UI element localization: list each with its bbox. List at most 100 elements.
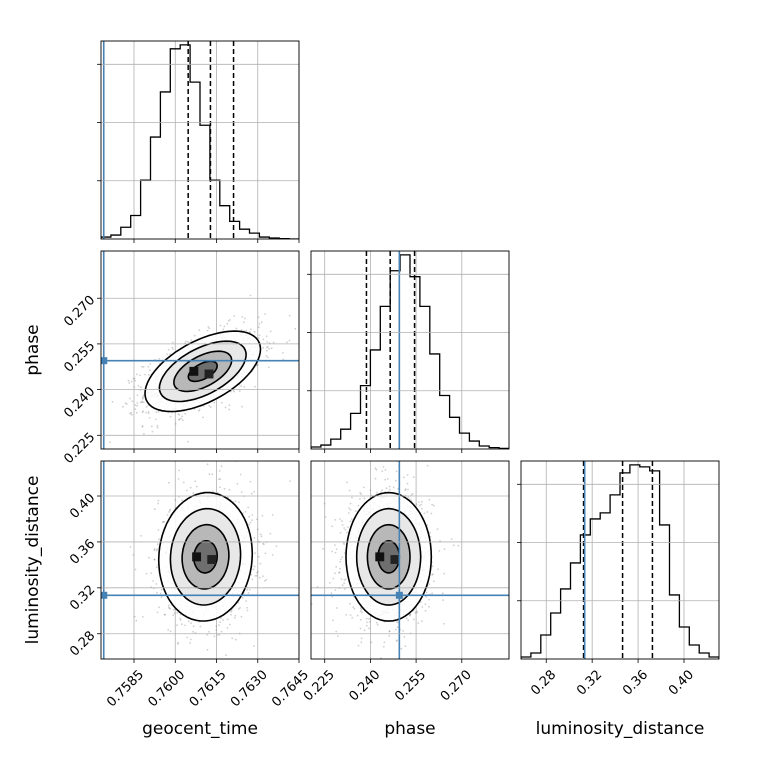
sample-point	[425, 591, 428, 594]
sample-point	[208, 327, 211, 330]
sample-point	[133, 386, 136, 388]
sample-point	[234, 638, 237, 641]
sample-point	[198, 408, 201, 411]
panel-geocent_time-phase: 0.225 0.240 0.255 0.270	[61, 250, 300, 467]
sample-point	[411, 492, 414, 495]
sample-point	[406, 474, 409, 476]
sample-point	[257, 337, 260, 339]
sample-point	[166, 353, 169, 356]
sample-point	[168, 607, 171, 610]
sample-point	[404, 489, 407, 491]
sample-point	[215, 629, 218, 631]
sample-point	[135, 411, 138, 414]
sample-point	[257, 570, 259, 573]
sample-point	[424, 603, 427, 606]
sample-point	[187, 341, 189, 343]
sample-point	[417, 622, 420, 624]
sample-point	[360, 641, 363, 644]
x-tick-label: 0.270	[438, 667, 475, 704]
sample-point	[135, 373, 138, 376]
sample-point	[438, 550, 441, 552]
panel-frame	[310, 250, 510, 450]
sample-point	[141, 400, 144, 403]
sample-point	[428, 598, 430, 601]
sample-point	[176, 641, 179, 644]
sample-point	[253, 330, 256, 333]
sample-point	[322, 547, 324, 550]
sample-point	[182, 481, 185, 484]
sample-point	[239, 606, 242, 609]
sample-point	[156, 426, 159, 429]
sample-point	[219, 324, 222, 327]
sample-point	[245, 329, 248, 332]
sample-point	[137, 384, 140, 387]
sample-point	[219, 478, 222, 480]
x-tick-label: 0.36	[620, 667, 651, 698]
sample-point	[382, 645, 385, 648]
x-tick-label: 0.255	[392, 667, 429, 704]
sample-point	[136, 404, 139, 407]
sample-point	[260, 321, 263, 324]
x-tick-label: 0.7630	[228, 667, 271, 710]
sample-point	[334, 589, 337, 591]
sample-point	[156, 548, 159, 551]
sample-point	[343, 552, 346, 554]
sample-point	[247, 506, 250, 509]
y-axis-label-phase: phase	[23, 324, 43, 375]
sample-point	[213, 635, 216, 638]
sample-point	[418, 504, 421, 507]
sample-point	[155, 411, 158, 413]
sample-point	[143, 432, 145, 435]
sample-point	[179, 619, 182, 621]
sample-point	[250, 492, 253, 495]
sample-point	[263, 580, 266, 582]
sample-point	[172, 348, 174, 350]
sample-point	[254, 575, 257, 577]
sample-point	[375, 468, 378, 471]
sample-point	[366, 621, 368, 624]
sample-point	[403, 635, 406, 638]
sample-point	[255, 574, 258, 577]
sample-point	[249, 521, 252, 524]
sample-point	[192, 630, 194, 633]
sample-point	[239, 473, 242, 476]
sample-point	[360, 608, 363, 611]
sample-point	[437, 568, 439, 570]
sample-point	[238, 390, 241, 393]
sample-point	[184, 413, 187, 415]
sample-point	[169, 508, 172, 511]
sample-point	[266, 356, 269, 359]
sample-point	[144, 373, 147, 376]
sample-point	[360, 637, 363, 640]
sample-point	[352, 606, 355, 609]
sample-point	[169, 353, 172, 355]
sample-point	[206, 463, 209, 466]
sample-point	[428, 498, 431, 501]
sample-point	[345, 614, 348, 616]
x-tick-label: 0.7600	[146, 667, 189, 710]
sample-point	[357, 644, 360, 647]
panel-frame	[100, 250, 300, 450]
sample-point	[257, 555, 260, 558]
sample-point	[258, 576, 261, 579]
sample-point	[134, 404, 137, 406]
sample-point	[341, 556, 344, 558]
sample-point	[220, 401, 223, 404]
sample-point	[383, 641, 386, 644]
sample-point	[234, 614, 237, 617]
sample-point	[356, 614, 359, 617]
sample-point	[380, 491, 382, 493]
sample-point	[359, 498, 361, 500]
sample-point	[421, 507, 423, 510]
sample-point	[180, 417, 182, 420]
sample-point	[354, 510, 357, 513]
sample-point	[128, 382, 131, 384]
sample-point	[388, 630, 391, 633]
sample-point	[349, 520, 352, 523]
sample-point	[348, 507, 350, 509]
sample-point	[152, 580, 155, 582]
sample-point	[452, 544, 455, 547]
sample-point	[240, 329, 243, 331]
sample-point	[258, 322, 261, 325]
sample-point	[251, 514, 254, 516]
